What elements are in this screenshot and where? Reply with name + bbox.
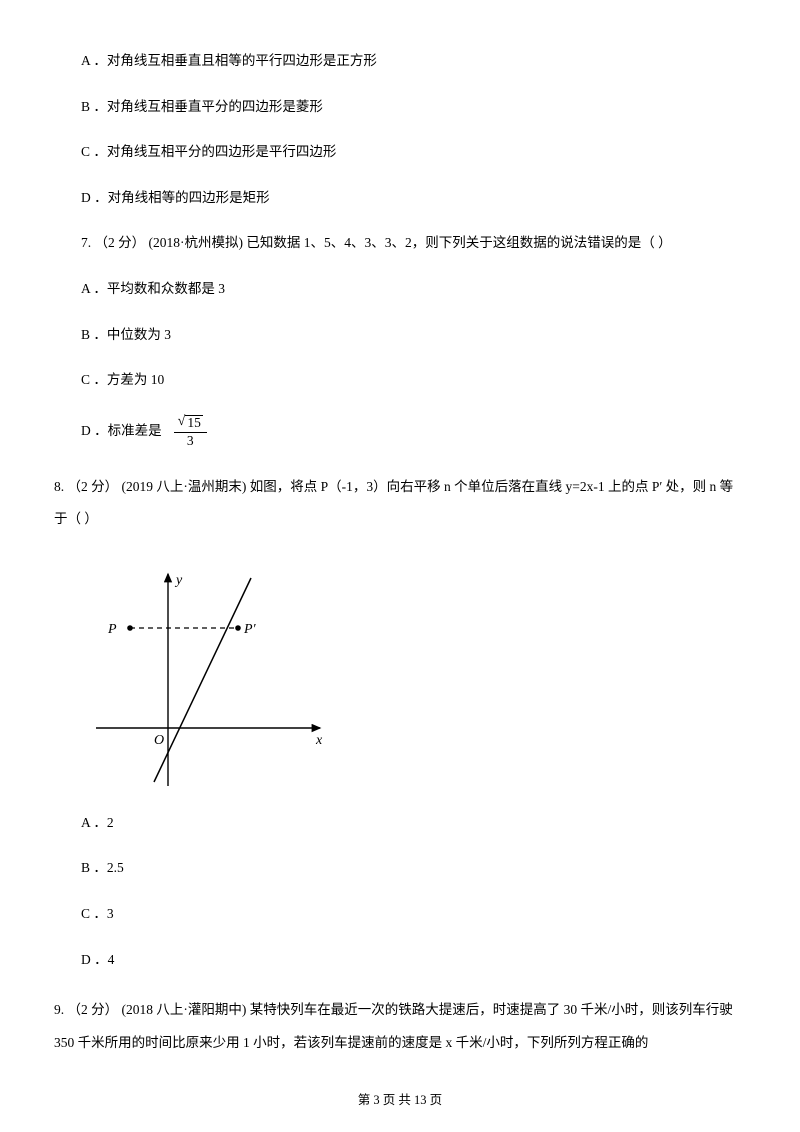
- coordinate-graph: Ox y P P′: [90, 560, 330, 790]
- fraction: √ 15 3: [174, 415, 207, 447]
- q8-option-c: C ．3: [54, 903, 746, 925]
- sqrt: √ 15: [178, 415, 203, 431]
- svg-text:x: x: [315, 733, 323, 748]
- q7-option-d-prefix: D ．标准差是: [81, 420, 162, 442]
- svg-text:P′: P′: [243, 622, 257, 637]
- q8-option-d: D ．4: [54, 949, 746, 971]
- q8-option-b: B ．2.5: [54, 857, 746, 879]
- q6-option-c: C ．对角线互相平分的四边形是平行四边形: [54, 141, 746, 163]
- sqrt-symbol: √: [178, 415, 186, 429]
- q6-option-a: A ．对角线互相垂直且相等的平行四边形是正方形: [54, 50, 746, 72]
- q8-graph: Ox y P P′: [90, 560, 330, 790]
- q7-option-b: B ．中位数为 3: [54, 324, 746, 346]
- fraction-numerator: √ 15: [174, 415, 207, 433]
- svg-text:y: y: [174, 573, 183, 588]
- fraction-denominator: 3: [187, 433, 194, 448]
- q7-option-d: D ．标准差是 √ 15 3: [54, 415, 746, 447]
- q7-option-a: A ．平均数和众数都是 3: [54, 278, 746, 300]
- q6-option-d: D ．对角线相等的四边形是矩形: [54, 187, 746, 209]
- sqrt-body: 15: [185, 415, 203, 431]
- q9-stem: 9. （2 分） (2018 八上·灌阳期中) 某特快列车在最近一次的铁路大提速…: [54, 994, 746, 1059]
- svg-text:P: P: [107, 622, 117, 637]
- svg-text:O: O: [154, 733, 164, 748]
- q7-option-c: C ．方差为 10: [54, 369, 746, 391]
- q6-option-b: B ．对角线互相垂直平分的四边形是菱形: [54, 96, 746, 118]
- q8-stem: 8. （2 分） (2019 八上·温州期末) 如图，将点 P（-1，3）向右平…: [54, 471, 746, 536]
- q7-stem: 7. （2 分） (2018·杭州模拟) 已知数据 1、5、4、3、3、2，则下…: [54, 232, 746, 254]
- page-footer: 第 3 页 共 13 页: [0, 1090, 800, 1110]
- q8-option-a: A ．2: [54, 812, 746, 834]
